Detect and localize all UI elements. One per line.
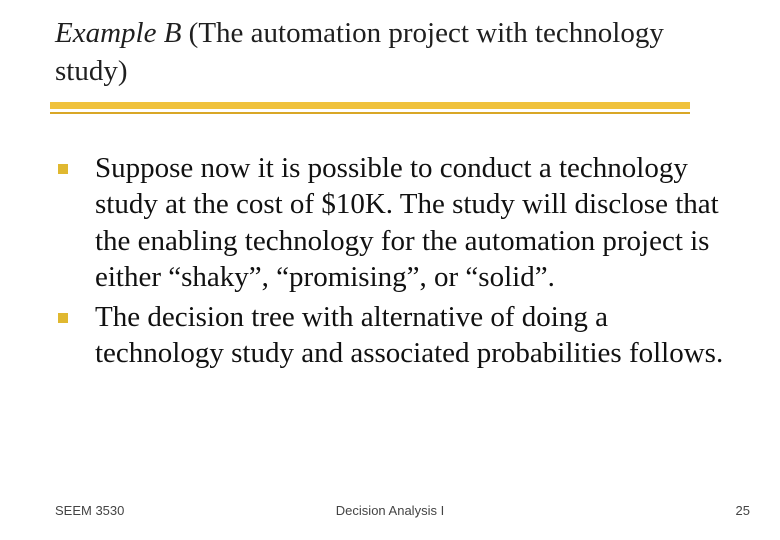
bullet-item: The decision tree with alternative of do…: [40, 299, 740, 372]
bullet-list: Suppose now it is possible to conduct a …: [40, 150, 740, 372]
title-italic: Example B: [55, 17, 181, 49]
underline-thick: [50, 102, 690, 109]
slide: Example B (The automation project with t…: [0, 0, 780, 540]
footer-center: Decision Analysis I: [0, 503, 780, 518]
slide-body: Suppose now it is possible to conduct a …: [40, 150, 740, 376]
bullet-item: Suppose now it is possible to conduct a …: [40, 150, 740, 295]
footer-right: 25: [736, 503, 750, 518]
title-underline: [50, 102, 690, 114]
underline-thin: [50, 112, 690, 114]
slide-title: Example B (The automation project with t…: [55, 15, 695, 90]
